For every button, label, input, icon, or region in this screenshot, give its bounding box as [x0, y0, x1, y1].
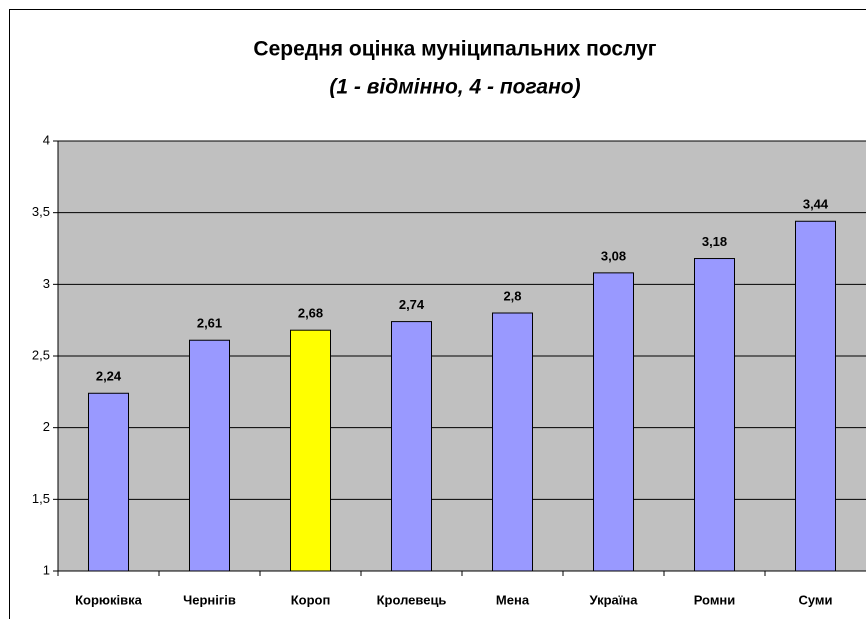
x-tick-label: Мена: [496, 592, 530, 607]
chart-title: Середня оцінка муніципальних послуг: [253, 38, 656, 61]
data-label: 2,24: [96, 369, 122, 384]
x-tick-label: Кролевець: [377, 592, 447, 607]
y-tick-label: 1: [43, 562, 50, 577]
y-tick-label: 3: [43, 276, 50, 291]
x-tick-label: Суми: [798, 592, 832, 607]
data-label: 3,44: [803, 197, 829, 212]
bar: [694, 258, 735, 572]
bar: [290, 329, 331, 572]
y-tick-label: 2: [43, 419, 50, 434]
y-tick-label: 4: [43, 132, 50, 147]
data-label: 3,18: [702, 234, 727, 249]
bar: [189, 339, 230, 572]
chart-subtitle: (1 - відмінно, 4 - погано): [329, 76, 580, 99]
x-tick-label: Корюківка: [75, 592, 143, 607]
data-label: 2,68: [298, 306, 323, 321]
bar: [88, 392, 129, 572]
y-tick-label: 3,5: [32, 204, 50, 219]
x-tick-label: Чернігів: [183, 592, 236, 607]
x-tick-label: Ромни: [694, 592, 736, 607]
bar: [795, 220, 836, 572]
bar: [391, 321, 432, 572]
y-tick-label: 1,5: [32, 491, 50, 506]
x-tick-label: Україна: [589, 592, 638, 607]
data-label: 2,8: [503, 288, 521, 303]
bar: [492, 312, 533, 572]
data-label: 3,08: [601, 248, 626, 263]
data-label: 2,61: [197, 316, 222, 331]
bar: [593, 272, 634, 572]
x-tick-label: Короп: [291, 592, 331, 607]
y-tick-label: 2,5: [32, 347, 50, 362]
data-label: 2,74: [399, 297, 425, 312]
